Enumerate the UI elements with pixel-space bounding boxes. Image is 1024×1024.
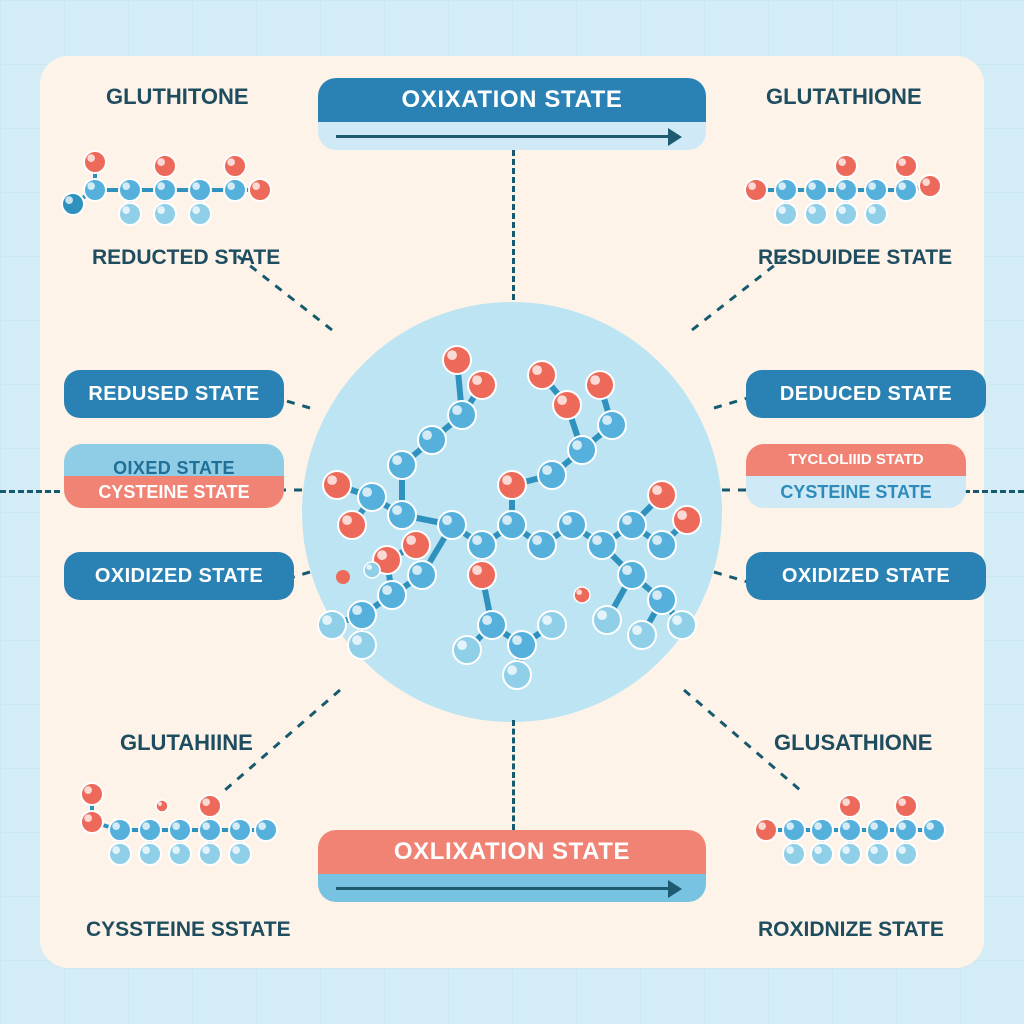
molecule-center: [0, 0, 1024, 1024]
accent-dot: [336, 570, 350, 584]
